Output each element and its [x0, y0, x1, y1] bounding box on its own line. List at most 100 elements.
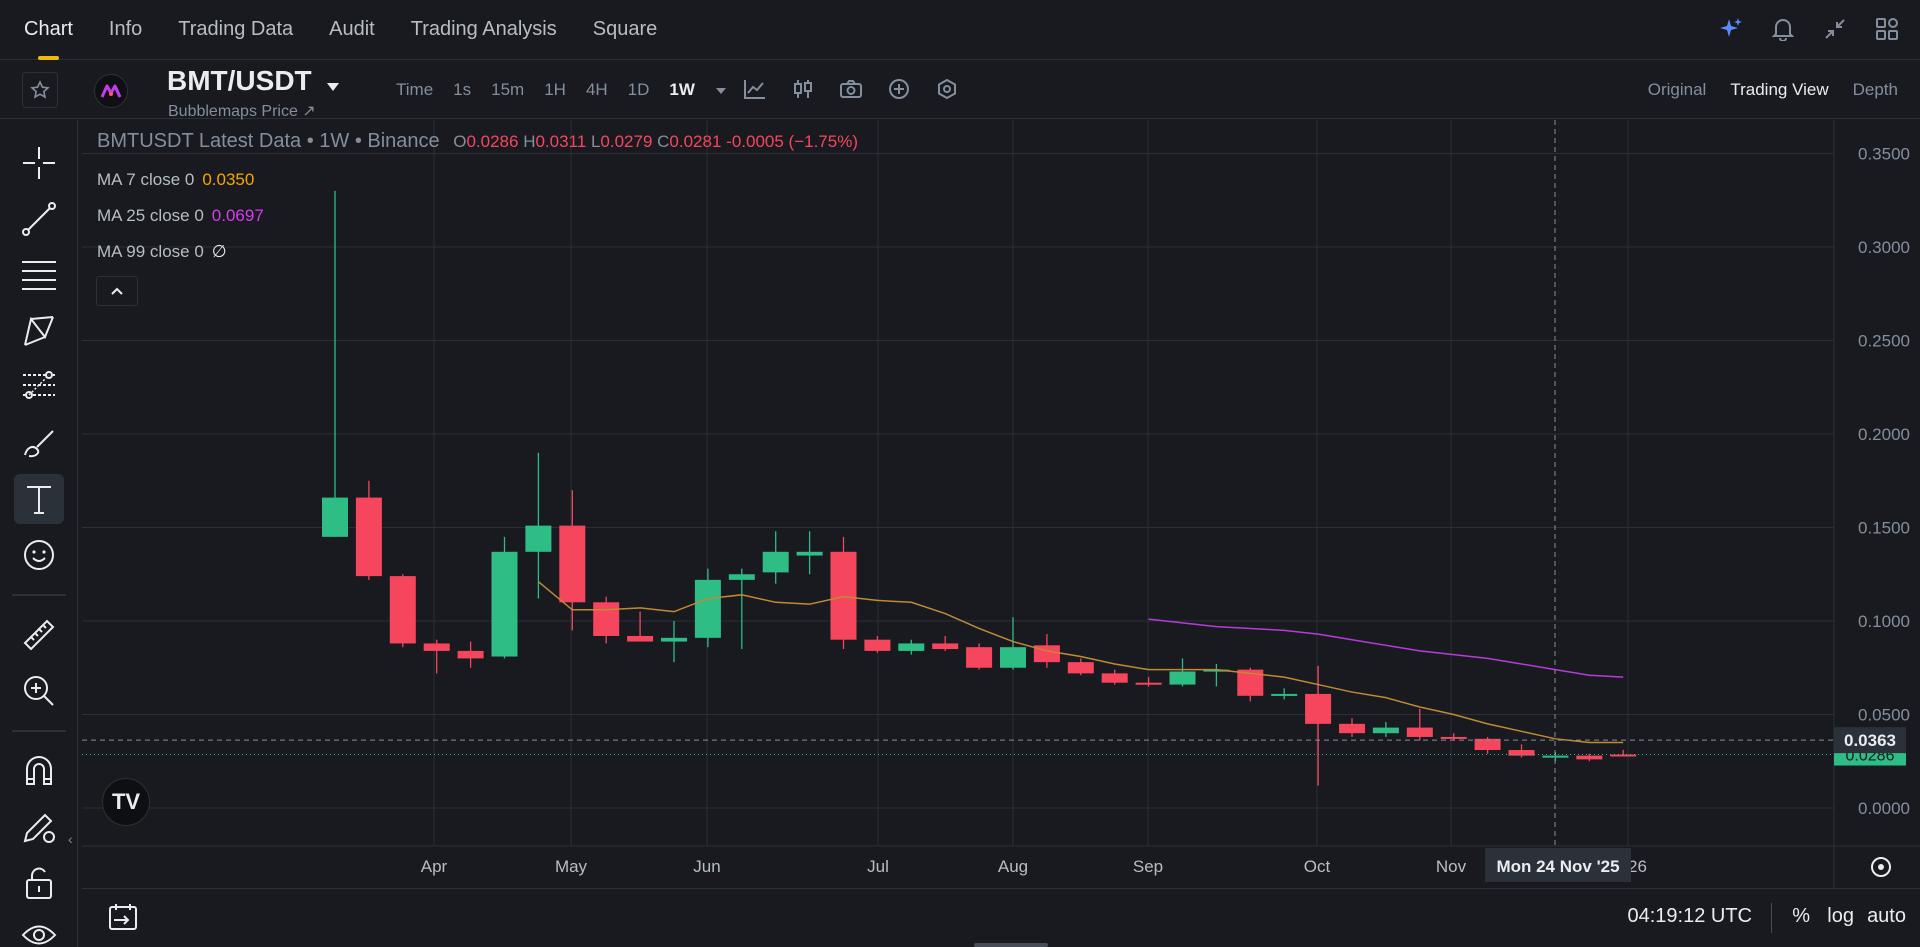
zoom-in-icon[interactable] — [14, 666, 64, 716]
candle-body — [1203, 669, 1230, 672]
legend-low-label: L — [590, 132, 601, 151]
candle-body — [457, 650, 484, 659]
x-tick-label: Nov — [1436, 857, 1467, 876]
auto-scale-toggle[interactable]: auto — [1867, 905, 1906, 927]
ma7-label: MA 7 close 0 — [97, 170, 195, 189]
ma25-value: 0.0697 — [211, 206, 264, 225]
collapse-toolbar-icon[interactable]: ‹ — [68, 831, 73, 847]
crosshair-price-tag — [1834, 727, 1906, 754]
camera-icon[interactable] — [836, 74, 866, 104]
pair-name[interactable]: BMT/USDT — [167, 65, 312, 96]
tab-trading-analysis[interactable]: Trading Analysis — [410, 17, 557, 40]
candle-body — [1508, 750, 1535, 756]
caret-down-icon[interactable] — [326, 79, 340, 97]
y-tick-label: 0.3000 — [1858, 238, 1910, 257]
lock-icon[interactable] — [14, 858, 64, 908]
price-chart[interactable]: 0.3500 0.3000 0.2500 0.2000 0.1500 0.1000 0.05… — [82, 120, 1920, 888]
interval-4h[interactable]: 4H — [585, 80, 608, 99]
date-range-icon[interactable] — [108, 903, 138, 933]
ai-sparkle-icon[interactable] — [1716, 14, 1746, 44]
candle-body — [1339, 723, 1365, 734]
legend-change: -0.0005 (−1.75%) — [726, 132, 858, 151]
add-indicator-icon[interactable] — [884, 74, 914, 104]
legend-high: 0.0311 — [535, 132, 587, 151]
favorite-button[interactable] — [22, 72, 58, 108]
interval-15m[interactable]: 15m — [491, 80, 525, 99]
axis-settings-icon[interactable] — [1871, 857, 1891, 877]
tradingview-logo[interactable]: TV — [102, 778, 150, 826]
x-tick-label: Jun — [693, 857, 720, 876]
candle-body — [1135, 682, 1162, 685]
eye-icon[interactable] — [14, 910, 64, 947]
candle-body — [423, 643, 450, 651]
pattern-icon[interactable] — [14, 306, 64, 356]
emoji-icon[interactable] — [14, 530, 64, 580]
candle-body — [491, 551, 518, 657]
interval-1h[interactable]: 1H — [544, 80, 566, 99]
text-tool-icon[interactable] — [14, 474, 64, 524]
utc-clock[interactable]: 04:19:12 UTC — [1627, 905, 1752, 927]
chart-legend: BMTUSDT Latest Data • 1W • Binance O0.02… — [97, 130, 858, 153]
candle-body — [1169, 671, 1196, 685]
grid-layout-icon[interactable] — [1872, 14, 1902, 44]
candle-body — [525, 525, 552, 552]
trend-line-icon[interactable] — [14, 194, 64, 244]
interval-1s[interactable]: 1s — [453, 80, 472, 99]
coin-logo — [94, 74, 128, 108]
ma7-line — [537, 581, 1624, 744]
candle-body — [389, 576, 416, 644]
ma7-legend[interactable]: MA 7 close 0 0.0350 — [97, 170, 254, 190]
magnet-icon[interactable] — [14, 746, 64, 796]
view-original[interactable]: Original — [1647, 80, 1707, 99]
indicator-chart-icon[interactable] — [740, 74, 770, 104]
ma25-legend[interactable]: MA 25 close 0 0.0697 — [97, 206, 264, 226]
view-trading-view[interactable]: Trading View — [1730, 80, 1829, 99]
bell-icon[interactable] — [1768, 14, 1798, 44]
interval-more-caret[interactable] — [715, 80, 727, 100]
interval-time[interactable]: Time — [396, 80, 434, 99]
log-scale-toggle[interactable]: log — [1827, 905, 1854, 927]
percent-scale-toggle[interactable]: % — [1792, 905, 1810, 927]
candle-body — [1542, 755, 1569, 758]
brush-icon[interactable] — [14, 418, 64, 468]
tab-audit[interactable]: Audit — [329, 17, 375, 40]
x-tick-label: Aug — [998, 857, 1028, 876]
ruler-icon[interactable] — [14, 610, 64, 660]
candle-body — [1372, 727, 1399, 734]
candle-body — [593, 602, 620, 636]
bottom-bar: 04:19:12 UTC % log auto — [82, 888, 1920, 947]
candle-body — [322, 497, 348, 537]
interval-1d[interactable]: 1D — [627, 80, 650, 99]
candle-body — [1271, 693, 1298, 696]
tab-chart[interactable]: Chart — [24, 0, 73, 60]
y-tick-label: 0.0000 — [1858, 799, 1910, 818]
ma7-value: 0.0350 — [202, 170, 255, 189]
candle-type-icon[interactable] — [788, 74, 818, 104]
collapse-icon[interactable] — [1820, 14, 1850, 44]
legend-open: 0.0286 — [466, 132, 519, 151]
legend-open-label: O — [453, 132, 467, 151]
legend-close-label: C — [657, 132, 670, 151]
candle-body — [762, 551, 789, 573]
view-depth[interactable]: Depth — [1852, 80, 1898, 99]
fib-retracement-icon[interactable] — [14, 362, 64, 412]
drawing-toolbar — [0, 120, 78, 947]
legend-collapse-button[interactable] — [96, 276, 138, 306]
horizontal-lines-icon[interactable] — [14, 250, 64, 300]
ma99-legend[interactable]: MA 99 close 0 ∅ — [97, 242, 227, 262]
crosshair-icon[interactable] — [14, 138, 64, 188]
candle-body — [1406, 727, 1433, 737]
y-tick-label: 0.1000 — [1858, 612, 1910, 631]
tab-trading-data[interactable]: Trading Data — [178, 17, 294, 40]
interval-1w[interactable]: 1W — [669, 80, 695, 99]
settings-hex-icon[interactable] — [932, 74, 962, 104]
x-tick-label: Jul — [867, 857, 889, 876]
pair-subtitle-link[interactable]: Bubblemaps Price ↗ — [168, 103, 316, 120]
candle-body — [864, 639, 891, 651]
edit-pencil-icon[interactable] — [14, 802, 64, 852]
candle-body — [1440, 736, 1467, 739]
tab-square[interactable]: Square — [592, 17, 658, 40]
tab-info[interactable]: Info — [108, 17, 143, 40]
x-tick-label: Oct — [1304, 857, 1331, 876]
axis-settings-icon-dot — [1878, 864, 1884, 870]
